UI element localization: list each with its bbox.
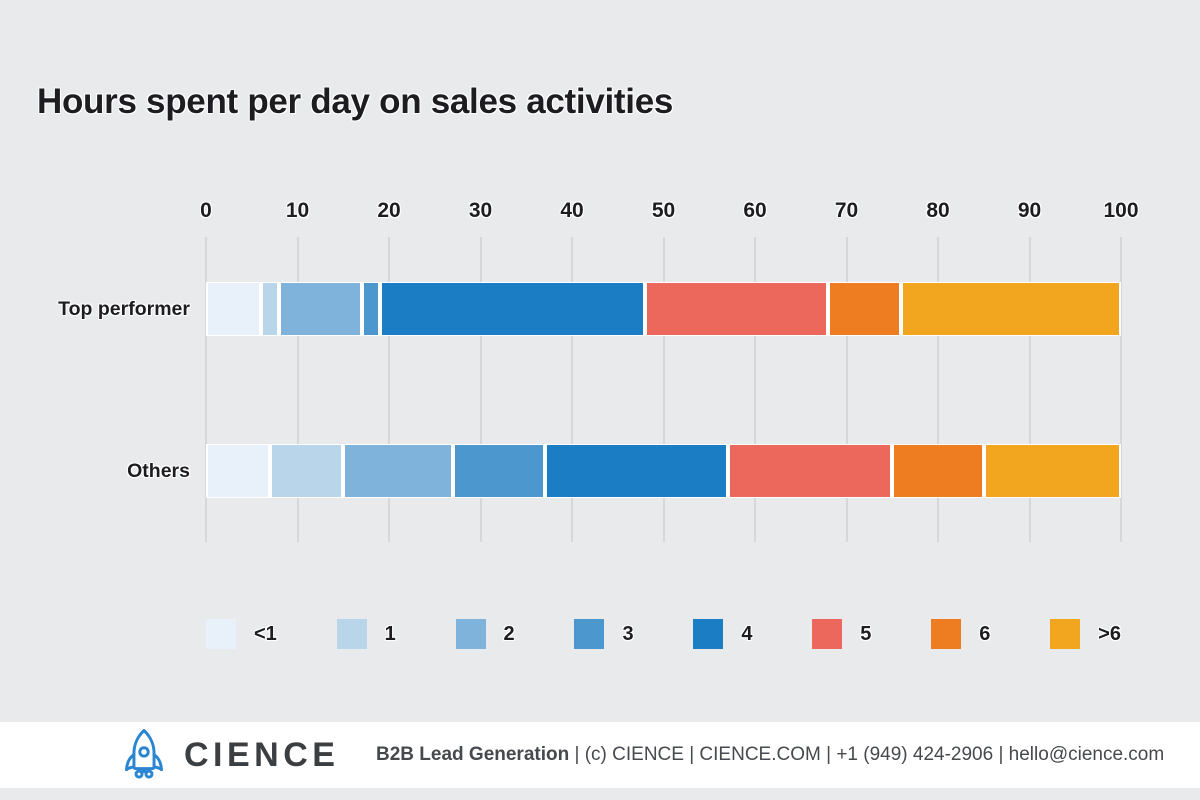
gridline bbox=[479, 237, 482, 542]
brand-wordmark: CIENCE bbox=[184, 736, 340, 774]
x-tick-label: 0 bbox=[200, 199, 212, 222]
rocket-icon bbox=[125, 729, 163, 779]
footer-bar: CIENCE B2B Lead Generation | (c) CIENCE … bbox=[0, 722, 1200, 788]
legend-label: 3 bbox=[622, 622, 634, 645]
bar-segment bbox=[279, 282, 362, 336]
footer-tagline: B2B Lead Generation | (c) CIENCE | CIENC… bbox=[376, 744, 1164, 766]
row-label: Others bbox=[127, 460, 190, 482]
bar-row bbox=[206, 282, 1121, 336]
gridline bbox=[845, 237, 848, 542]
legend-swatch bbox=[336, 619, 367, 649]
x-tick-label: 90 bbox=[1017, 199, 1042, 222]
x-tick-label: 30 bbox=[468, 199, 493, 222]
legend-swatch bbox=[206, 619, 236, 649]
legend-item: <1 bbox=[206, 619, 277, 649]
plot-area: 0 10 20 30 40 50 60 70 80 90 100 bbox=[200, 0, 1139, 700]
bar-segment bbox=[361, 282, 380, 336]
bar-segment bbox=[727, 444, 893, 498]
legend-label: 2 bbox=[503, 622, 515, 645]
gridline bbox=[296, 237, 299, 542]
gridline bbox=[388, 237, 390, 542]
legend-item: 5 bbox=[812, 619, 871, 649]
chart-title: Hours spent per day on sales activities bbox=[37, 82, 674, 121]
x-tick-label: 20 bbox=[377, 199, 401, 222]
footer-tagline-rest: | (c) CIENCE | CIENCE.COM | +1 (949) 424… bbox=[569, 744, 1165, 765]
bar-segment bbox=[892, 444, 984, 498]
gridline bbox=[754, 237, 756, 542]
legend-swatch bbox=[1050, 619, 1081, 649]
x-tick-label: 70 bbox=[834, 199, 859, 222]
x-tick-label: 10 bbox=[285, 199, 310, 222]
bar-segment bbox=[379, 282, 646, 336]
legend-swatch bbox=[693, 619, 724, 649]
legend-item: 6 bbox=[931, 619, 990, 649]
legend-item: 4 bbox=[693, 619, 753, 649]
bar-segment bbox=[983, 444, 1121, 498]
gridline bbox=[571, 237, 573, 542]
row-label: Top performer bbox=[58, 298, 190, 320]
gridline bbox=[1120, 237, 1122, 542]
legend-label: >6 bbox=[1098, 622, 1121, 645]
bar-segment bbox=[343, 444, 454, 498]
bar-segment bbox=[901, 282, 1121, 336]
footer-tagline-bold: B2B Lead Generation bbox=[376, 744, 570, 765]
legend-swatch bbox=[574, 619, 605, 649]
legend-swatch bbox=[455, 619, 486, 649]
x-tick-label: 50 bbox=[651, 199, 676, 222]
x-tick-label: 60 bbox=[743, 199, 767, 222]
x-tick-label: 40 bbox=[560, 199, 584, 222]
gridline bbox=[662, 237, 665, 542]
bar-segment bbox=[544, 444, 728, 498]
legend-label: 5 bbox=[860, 622, 872, 645]
legend-label: 1 bbox=[384, 622, 396, 645]
legend-item: 1 bbox=[336, 619, 396, 649]
bar-row bbox=[206, 444, 1121, 498]
legend-label: 6 bbox=[979, 622, 991, 645]
gridline bbox=[937, 237, 939, 542]
x-tick-label: 100 bbox=[1103, 199, 1139, 222]
legend-item: >6 bbox=[1050, 619, 1121, 649]
legend-label: 4 bbox=[741, 622, 753, 645]
legend-swatch bbox=[812, 619, 843, 649]
bar-segment bbox=[645, 282, 829, 336]
gridline bbox=[1028, 237, 1031, 542]
legend-item: 3 bbox=[574, 619, 634, 649]
legend-swatch bbox=[931, 619, 962, 649]
bar-segment bbox=[260, 282, 280, 336]
legend: <1 1 2 3 4 5 6 >6 bbox=[206, 616, 1121, 652]
bar-segment bbox=[828, 282, 902, 336]
legend-item: 2 bbox=[455, 619, 515, 649]
x-tick-label: 80 bbox=[926, 199, 950, 222]
gridline bbox=[205, 237, 207, 542]
bar-segment bbox=[206, 282, 261, 336]
bar-segment bbox=[206, 444, 271, 498]
legend-label: <1 bbox=[254, 622, 277, 645]
bar-segment bbox=[270, 444, 344, 498]
bar-segment bbox=[453, 444, 545, 498]
